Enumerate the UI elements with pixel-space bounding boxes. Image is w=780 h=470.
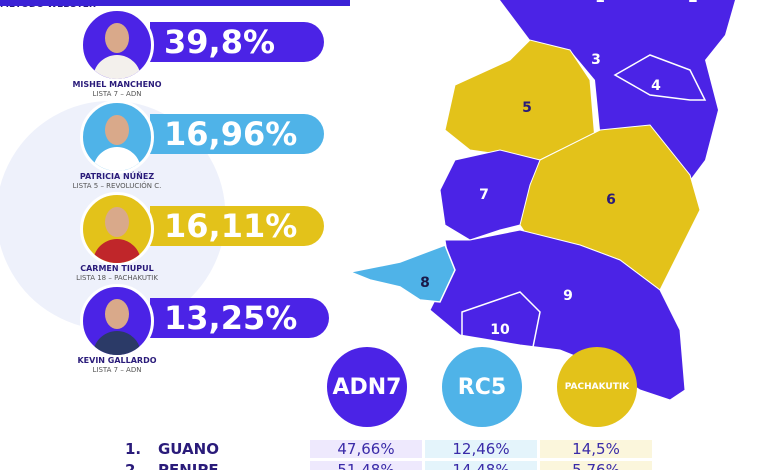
region-label: 7 bbox=[479, 187, 489, 203]
candidate-photo bbox=[80, 100, 154, 174]
map-region bbox=[461, 291, 541, 361]
top-bar bbox=[0, 0, 350, 6]
percent-cell: 5,76% bbox=[540, 461, 652, 470]
photo-body bbox=[93, 147, 141, 171]
photo-head bbox=[105, 115, 129, 145]
region-label: 9 bbox=[563, 288, 573, 304]
percent-bar: 13,25% bbox=[150, 298, 329, 338]
region-label: 10 bbox=[490, 322, 510, 338]
region-label: 2 bbox=[688, 0, 698, 6]
candidate-name: MISHEL MANCHENO bbox=[72, 80, 162, 89]
map-region bbox=[439, 149, 541, 241]
photo-body bbox=[93, 239, 141, 263]
percent-bar: 16,96% bbox=[150, 114, 324, 154]
percent-cell: 14,5% bbox=[540, 440, 652, 458]
candidate-name: KEVIN GALLARDO bbox=[77, 356, 157, 365]
canton: GUANO bbox=[158, 440, 219, 458]
map-region bbox=[613, 54, 707, 101]
region-label: 3 bbox=[591, 52, 601, 68]
photo-body bbox=[93, 331, 141, 355]
candidate-list: LISTA 7 – ADN bbox=[92, 366, 142, 374]
percent-cell: 47,66% bbox=[310, 440, 422, 458]
percent-cell: 51,48% bbox=[310, 461, 422, 470]
region-label: 1 bbox=[595, 0, 605, 6]
region-label: 5 bbox=[522, 100, 532, 116]
candidate-list: LISTA 7 – ADN bbox=[92, 90, 142, 98]
candidate-name: CARMEN TIUPUL bbox=[80, 264, 154, 273]
photo-head bbox=[105, 299, 129, 329]
photo-head bbox=[105, 23, 129, 53]
rank: 2. bbox=[125, 461, 142, 470]
map-region bbox=[347, 244, 456, 303]
photo-body bbox=[93, 55, 141, 79]
percent-bar: 39,8% bbox=[150, 22, 324, 62]
party-logo: PACHAKUTIK bbox=[557, 347, 637, 427]
candidate-list: LISTA 5 – REVOLUCIÓN C. bbox=[72, 182, 162, 190]
candidate-photo bbox=[80, 8, 154, 82]
percent-cell: 12,46% bbox=[425, 440, 537, 458]
candidate-name: PATRICIA NÚÑEZ bbox=[79, 172, 155, 181]
percent-bar: 16,11% bbox=[150, 206, 324, 246]
candidate-list: LISTA 18 – PACHAKUTIK bbox=[76, 274, 158, 282]
region-label: 8 bbox=[420, 275, 430, 291]
party-logo: ADN7 bbox=[327, 347, 407, 427]
photo-head bbox=[105, 207, 129, 237]
candidate-photo bbox=[80, 192, 154, 266]
region-label: 6 bbox=[606, 192, 616, 208]
party-logo: RC5 bbox=[442, 347, 522, 427]
candidate-photo bbox=[80, 284, 154, 358]
region-label: 4 bbox=[651, 78, 661, 94]
map-region bbox=[500, 0, 735, 180]
map-region bbox=[444, 39, 596, 161]
percent-cell: 14,48% bbox=[425, 461, 537, 470]
canton: PENIPE bbox=[158, 461, 219, 470]
rank: 1. bbox=[125, 440, 142, 458]
